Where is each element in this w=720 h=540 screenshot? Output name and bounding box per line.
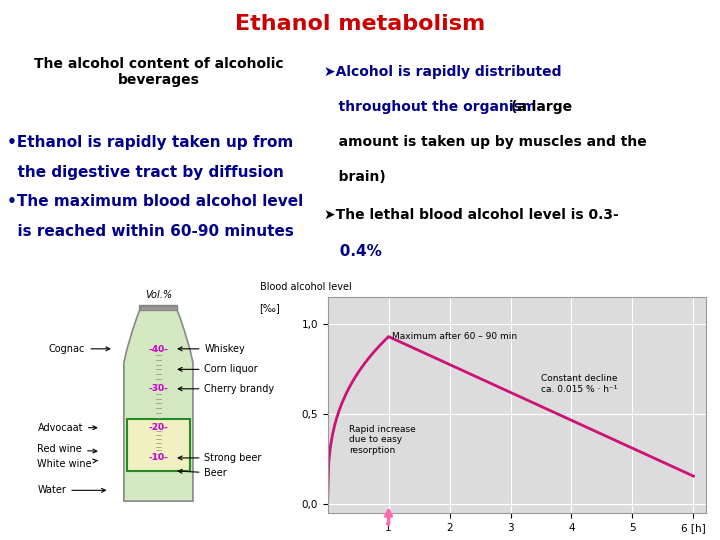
Text: ➤Alcohol is rapidly distributed: ➤Alcohol is rapidly distributed xyxy=(324,65,562,79)
Text: Corn liquor: Corn liquor xyxy=(179,364,258,374)
Text: Advocaat: Advocaat xyxy=(37,423,96,433)
Text: the digestive tract by diffusion: the digestive tract by diffusion xyxy=(7,165,284,180)
Text: The alcohol content of alcoholic
beverages: The alcohol content of alcoholic beverag… xyxy=(34,57,283,87)
Text: throughout the organism: throughout the organism xyxy=(324,100,541,114)
Text: Vol.%: Vol.% xyxy=(145,290,172,300)
Text: Red wine: Red wine xyxy=(37,444,96,454)
Text: -10-: -10- xyxy=(148,454,168,462)
Text: -20-: -20- xyxy=(148,423,168,432)
Text: White wine: White wine xyxy=(37,459,98,469)
Text: amount is taken up by muscles and the: amount is taken up by muscles and the xyxy=(324,135,647,149)
Text: 0.4%: 0.4% xyxy=(324,244,382,259)
Text: brain): brain) xyxy=(324,170,386,184)
Text: Cherry brandy: Cherry brandy xyxy=(179,384,274,394)
FancyBboxPatch shape xyxy=(127,419,190,471)
Text: Maximum after 60 – 90 min: Maximum after 60 – 90 min xyxy=(392,332,517,341)
Text: -40-: -40- xyxy=(148,346,168,354)
Text: Ethanol metabolism: Ethanol metabolism xyxy=(235,14,485,33)
Text: Strong beer: Strong beer xyxy=(179,453,262,463)
Text: Cognac: Cognac xyxy=(49,344,109,354)
Polygon shape xyxy=(124,306,193,501)
Text: (a large: (a large xyxy=(511,100,572,114)
Text: •Ethanol is rapidly taken up from: •Ethanol is rapidly taken up from xyxy=(7,135,294,150)
Text: [‰]: [‰] xyxy=(260,303,280,314)
Text: ➤The lethal blood alcohol level is 0.3-: ➤The lethal blood alcohol level is 0.3- xyxy=(324,208,618,222)
Text: Rapid increase
due to easy
resorption: Rapid increase due to easy resorption xyxy=(349,425,415,455)
Text: Blood alcohol level: Blood alcohol level xyxy=(260,282,351,292)
Polygon shape xyxy=(140,306,177,310)
Text: Water: Water xyxy=(37,485,105,495)
Text: -30-: -30- xyxy=(148,384,168,393)
Text: Whiskey: Whiskey xyxy=(179,344,246,354)
Text: Beer: Beer xyxy=(179,468,228,478)
Text: Constant decline
ca. 0.015 % · h⁻¹: Constant decline ca. 0.015 % · h⁻¹ xyxy=(541,374,618,394)
Text: is reached within 60-90 minutes: is reached within 60-90 minutes xyxy=(7,224,294,239)
Text: •The maximum blood alcohol level: •The maximum blood alcohol level xyxy=(7,194,303,210)
